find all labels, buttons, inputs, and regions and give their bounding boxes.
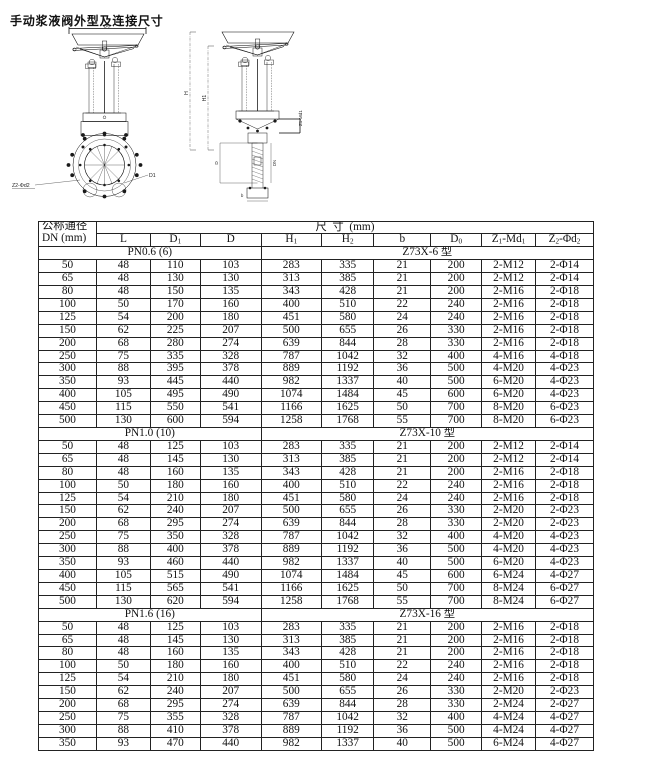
- svg-text:D0: D0: [104, 25, 111, 30]
- svg-text:D1: D1: [149, 173, 156, 179]
- svg-text:DN: DN: [272, 160, 277, 166]
- svg-text:D: D: [214, 161, 219, 165]
- svg-text:Z2-Φd2: Z2-Φd2: [12, 183, 30, 189]
- svg-text:H: H: [184, 91, 190, 95]
- svg-text:H1: H1: [202, 95, 208, 102]
- svg-text:Z1-Md1: Z1-Md1: [298, 110, 303, 126]
- svg-text:b: b: [241, 193, 244, 198]
